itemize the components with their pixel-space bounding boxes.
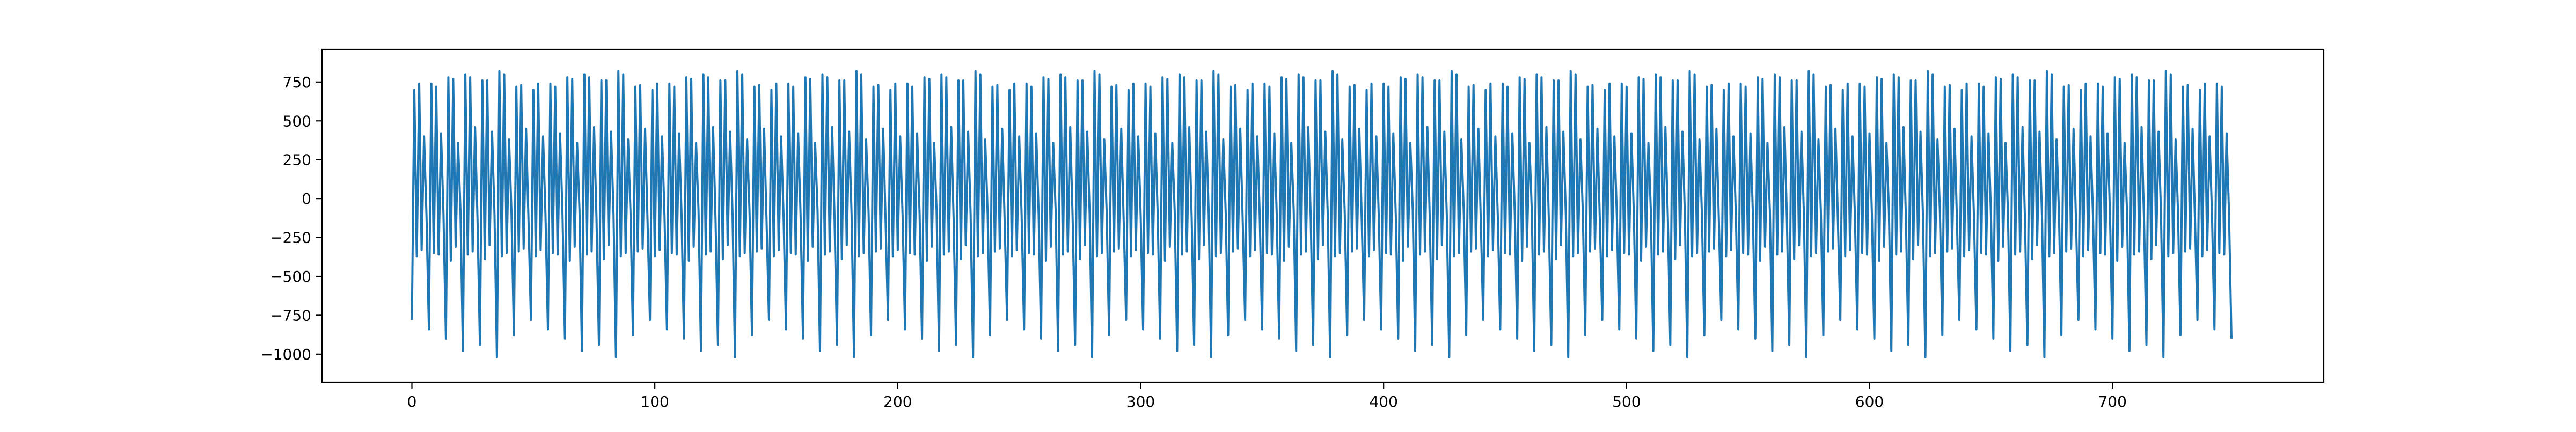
y-tick-label: 250 xyxy=(283,151,311,169)
x-tick-label: 500 xyxy=(1612,393,1641,411)
x-tick-label: 0 xyxy=(407,393,417,411)
y-tick-label: −250 xyxy=(270,229,311,247)
x-tick-label: 600 xyxy=(1855,393,1884,411)
x-tick-label: 400 xyxy=(1369,393,1397,411)
axes-frame xyxy=(321,48,2325,383)
y-tick-label: 0 xyxy=(302,190,311,208)
y-tick-label: −1000 xyxy=(260,346,311,363)
y-tick-label: −500 xyxy=(270,268,311,285)
y-tick-label: −750 xyxy=(270,306,311,324)
y-axis: −1000 −750 −500 −250 0 250 500 750 xyxy=(260,74,322,363)
x-tick-label: 100 xyxy=(640,393,669,411)
y-tick-label: 750 xyxy=(283,74,311,91)
x-tick-label: 700 xyxy=(2098,393,2126,411)
series-line-0 xyxy=(411,70,2233,358)
y-tick-label: 500 xyxy=(283,112,311,130)
plot-area xyxy=(321,48,2325,383)
x-tick-label: 200 xyxy=(883,393,912,411)
x-tick-label: 300 xyxy=(1126,393,1155,411)
x-axis: 0 100 200 300 400 500 600 700 xyxy=(407,382,2127,411)
